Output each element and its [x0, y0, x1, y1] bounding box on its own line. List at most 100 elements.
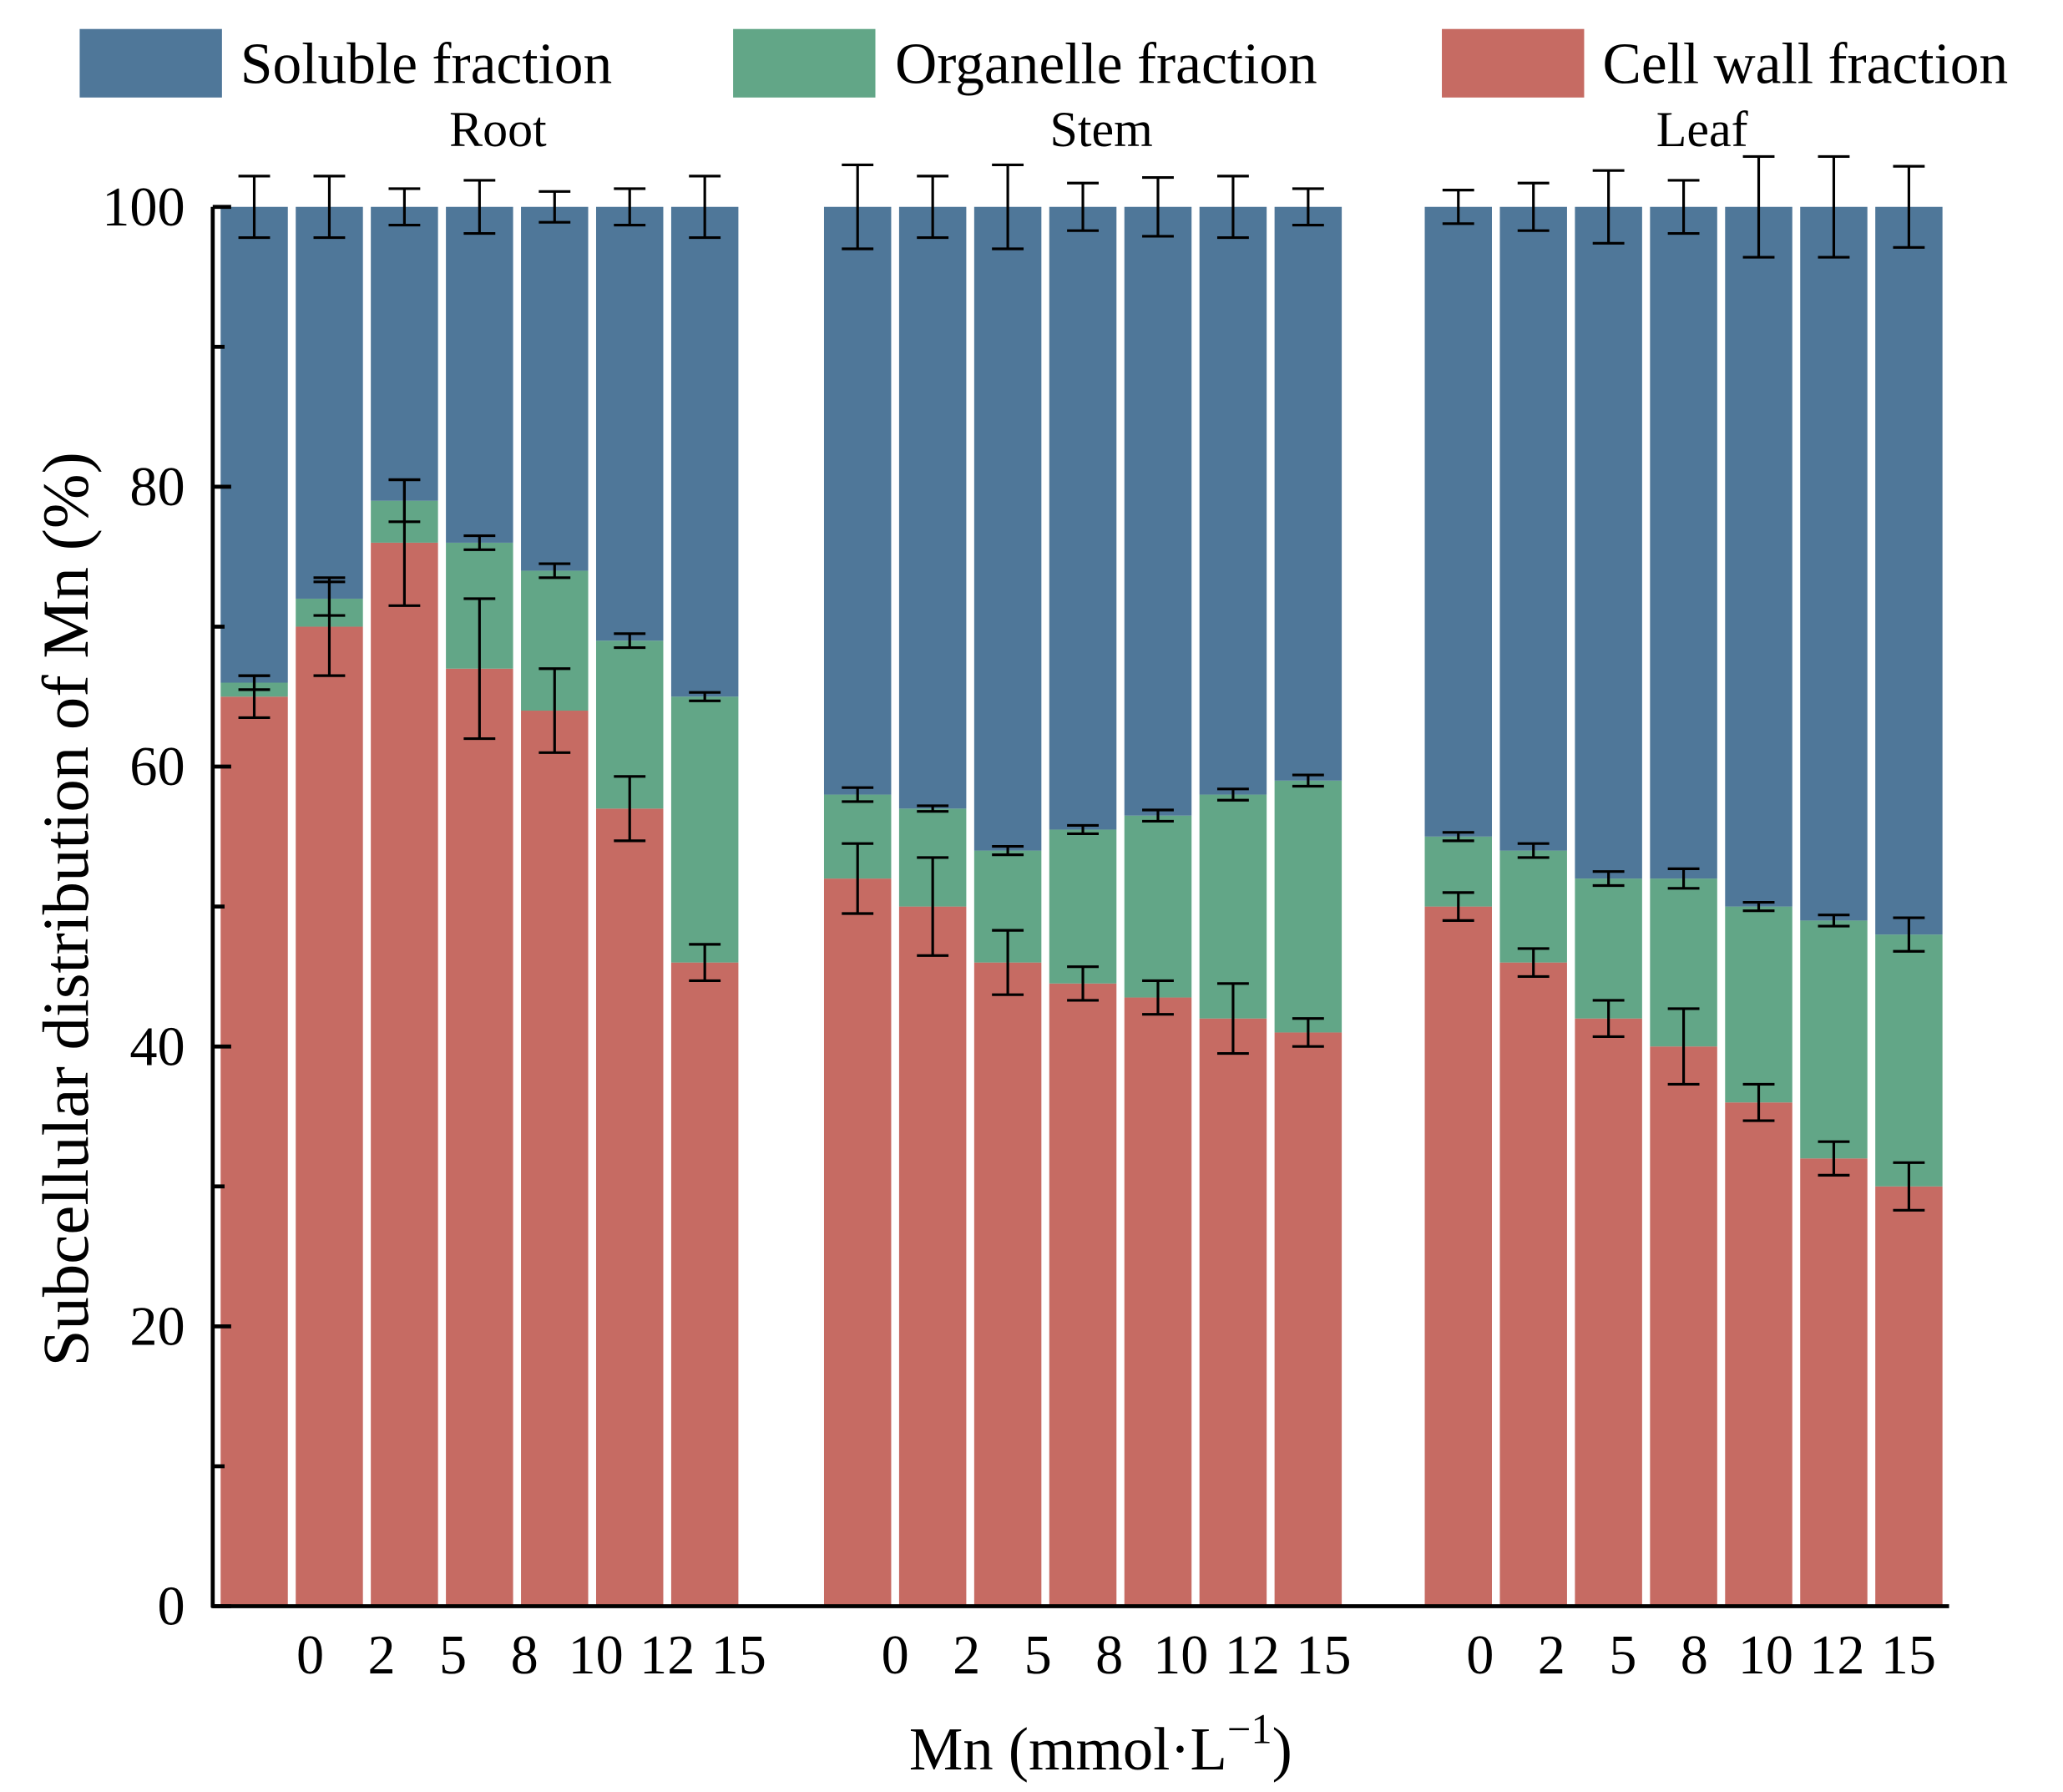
bar-leaf-soluble-5 [1575, 206, 1642, 879]
bar-stem-soluble-12 [1199, 206, 1267, 795]
error-bar-leaf-organelle-5 [1592, 870, 1625, 888]
bar-stem-cell-wall-0 [823, 878, 892, 1607]
x-tick-label-leaf-5: 5 [1609, 1625, 1636, 1686]
error-bar-stem-organelle-2 [917, 804, 949, 813]
x-tick-label-leaf-15: 15 [1881, 1625, 1936, 1686]
error-bar-root-soluble-15 [689, 175, 721, 240]
x-tick-label-stem-8: 8 [1095, 1625, 1123, 1686]
x-tick-label-stem-10: 10 [1153, 1625, 1208, 1686]
bar-stem-cell-wall-12 [1199, 1018, 1267, 1607]
bar-leaf-organelle-10 [1725, 906, 1792, 1103]
legend-swatch-cell-wall [1442, 28, 1585, 98]
bar-root-soluble-8 [446, 206, 513, 543]
error-bar-leaf-soluble-5 [1592, 169, 1625, 245]
error-bar-stem-soluble-5 [992, 163, 1024, 251]
error-bar-root-organelle-12 [614, 632, 646, 650]
error-bar-stem-cell-wall-12 [1216, 982, 1249, 1055]
bar-stem-cell-wall-8 [1049, 983, 1117, 1607]
error-bar-leaf-soluble-12 [1818, 154, 1850, 259]
error-bar-root-soluble-0 [238, 175, 271, 240]
error-bar-leaf-soluble-8 [1667, 179, 1700, 235]
x-tick-label-root-10: 10 [569, 1625, 624, 1686]
error-bar-root-cell-wall-15 [689, 943, 721, 983]
x-tick-label-leaf-12: 12 [1809, 1625, 1864, 1686]
bar-stem-cell-wall-5 [973, 962, 1042, 1607]
bar-root-cell-wall-12 [595, 808, 664, 1607]
x-tick-label-leaf-2: 2 [1538, 1625, 1565, 1686]
x-tick-label-leaf-0: 0 [1466, 1625, 1494, 1686]
x-tick-label-leaf-8: 8 [1681, 1625, 1708, 1686]
bar-leaf-soluble-0 [1424, 206, 1492, 837]
error-bar-root-organelle-5 [388, 478, 421, 524]
error-bar-root-soluble-2 [313, 175, 346, 240]
error-bar-leaf-cell-wall-10 [1742, 1082, 1775, 1122]
x-axis-label-close: ) [1272, 1715, 1292, 1783]
error-bar-leaf-cell-wall-15 [1893, 1161, 1925, 1212]
legend-swatch-organelle [733, 28, 876, 98]
bar-root-soluble-12 [595, 206, 664, 641]
x-tick-label-leaf-10: 10 [1738, 1625, 1793, 1686]
error-bar-leaf-organelle-12 [1818, 914, 1850, 928]
bar-leaf-cell-wall-10 [1725, 1102, 1792, 1607]
error-bar-stem-cell-wall-15 [1292, 1017, 1324, 1048]
error-bar-stem-soluble-2 [917, 175, 949, 240]
y-tick-label-80: 80 [129, 457, 185, 518]
bar-leaf-cell-wall-2 [1499, 962, 1567, 1607]
x-tick-label-stem-15: 15 [1296, 1625, 1351, 1686]
error-bar-stem-cell-wall-10 [1142, 979, 1174, 1016]
bar-root-soluble-15 [670, 206, 739, 697]
bar-leaf-soluble-2 [1499, 206, 1567, 851]
bar-root-cell-wall-2 [296, 626, 363, 1607]
legend-swatch-soluble [79, 28, 222, 98]
error-bar-root-organelle-0 [238, 674, 271, 691]
bar-leaf-organelle-12 [1800, 920, 1868, 1159]
error-bar-leaf-organelle-10 [1742, 901, 1775, 913]
error-bar-stem-organelle-0 [842, 786, 874, 803]
bar-stem-organelle-8 [1049, 829, 1117, 984]
error-bar-leaf-cell-wall-2 [1517, 947, 1550, 978]
x-tick-label-stem-12: 12 [1225, 1625, 1280, 1686]
bar-leaf-organelle-2 [1499, 850, 1567, 963]
x-tick-label-root-8: 8 [511, 1625, 539, 1686]
x-tick-label-root-2: 2 [368, 1625, 396, 1686]
error-bar-stem-soluble-12 [1216, 175, 1249, 240]
error-bar-leaf-organelle-15 [1893, 916, 1925, 953]
error-bar-root-organelle-2 [313, 580, 346, 617]
bar-stem-organelle-10 [1124, 815, 1192, 998]
y-tick-label-0: 0 [158, 1577, 185, 1638]
bar-stem-soluble-0 [823, 206, 892, 795]
bar-stem-organelle-15 [1274, 780, 1342, 1033]
error-bar-leaf-soluble-0 [1442, 189, 1474, 225]
bar-leaf-organelle-5 [1575, 878, 1642, 1019]
y-tick-label-40: 40 [129, 1016, 185, 1077]
y-tick-label-20: 20 [129, 1296, 185, 1357]
x-axis-label: Mn (mmol·L−1) [909, 1706, 1292, 1784]
legend-label-soluble: Soluble fraction [240, 32, 612, 96]
bar-leaf-cell-wall-8 [1650, 1046, 1717, 1607]
x-tick-label-root-15: 15 [711, 1625, 766, 1686]
group-label-root: Root [449, 102, 547, 157]
bar-root-cell-wall-5 [371, 542, 438, 1607]
error-bar-leaf-organelle-0 [1442, 831, 1474, 843]
group-label-leaf: Leaf [1656, 102, 1748, 157]
error-bar-root-soluble-12 [614, 187, 646, 227]
error-bar-leaf-organelle-2 [1517, 842, 1550, 859]
bar-leaf-cell-wall-5 [1575, 1018, 1642, 1607]
bar-root-cell-wall-0 [220, 696, 288, 1607]
bar-leaf-soluble-15 [1875, 206, 1943, 935]
error-bar-leaf-cell-wall-12 [1818, 1140, 1850, 1177]
error-bar-stem-organelle-10 [1142, 808, 1174, 823]
error-bar-root-cell-wall-8 [463, 597, 496, 741]
bar-root-soluble-10 [521, 206, 589, 571]
x-tick-label-root-12: 12 [640, 1625, 695, 1686]
bar-root-cell-wall-10 [521, 711, 589, 1607]
error-bar-stem-organelle-12 [1216, 787, 1249, 802]
error-bar-stem-soluble-8 [1067, 181, 1099, 232]
x-axis-label-main: Mn (mmol·L [909, 1715, 1227, 1783]
bar-stem-soluble-15 [1274, 206, 1342, 781]
error-bar-root-organelle-15 [689, 691, 721, 702]
legend: Soluble fraction Organelle fraction Cell… [79, 28, 2008, 98]
x-axis-label-sup: −1 [1227, 1706, 1272, 1753]
error-bar-root-soluble-5 [388, 187, 421, 227]
